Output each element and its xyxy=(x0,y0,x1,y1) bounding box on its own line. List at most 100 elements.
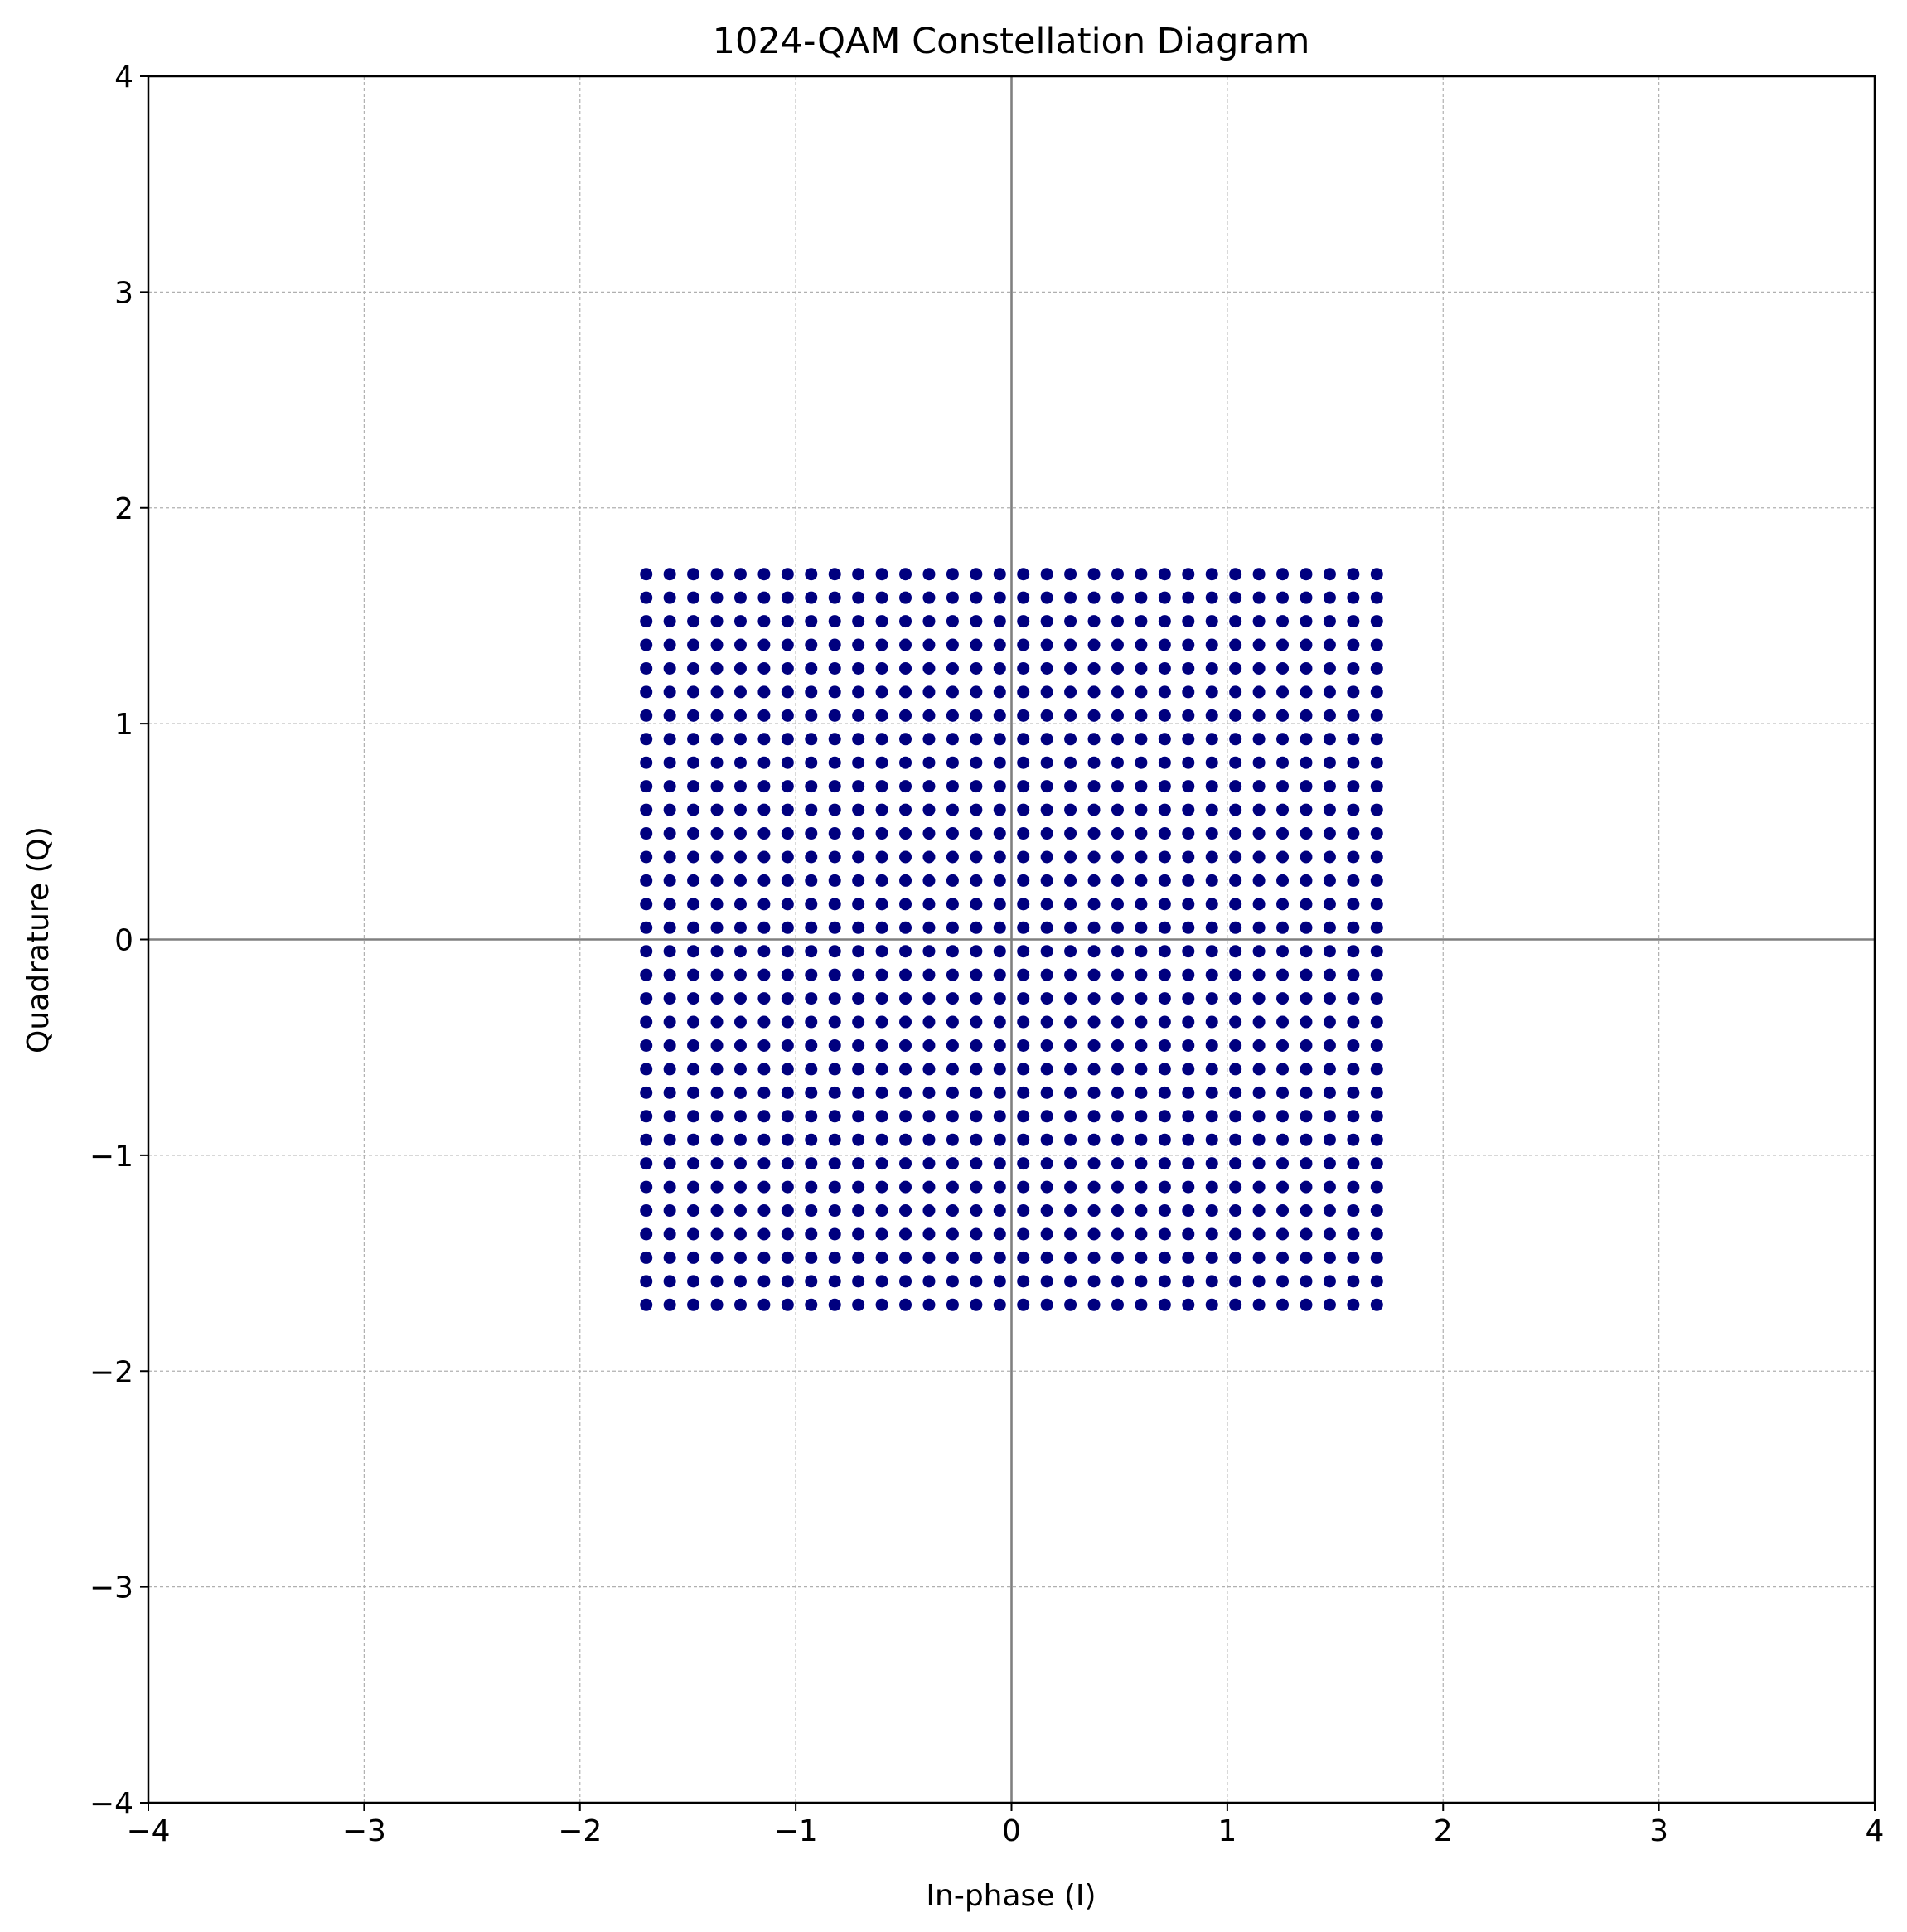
constellation-point xyxy=(1252,898,1266,911)
constellation-point xyxy=(687,921,700,934)
constellation-point xyxy=(970,921,983,934)
constellation-point xyxy=(828,1180,841,1194)
constellation-point xyxy=(1158,685,1171,699)
constellation-point xyxy=(946,591,959,604)
constellation-point xyxy=(687,733,700,746)
constellation-point xyxy=(805,874,818,887)
constellation-point xyxy=(1370,733,1383,746)
constellation-point xyxy=(1252,1180,1266,1194)
constellation-point xyxy=(993,1063,1006,1076)
constellation-point xyxy=(781,1086,794,1099)
constellation-point xyxy=(922,992,936,1005)
constellation-point xyxy=(663,1157,676,1170)
constellation-point xyxy=(640,615,653,628)
constellation-point xyxy=(1205,591,1218,604)
constellation-point xyxy=(1017,1298,1030,1311)
constellation-point xyxy=(733,568,747,581)
constellation-point xyxy=(1229,1086,1242,1099)
constellation-point xyxy=(1205,661,1218,675)
constellation-point xyxy=(1158,992,1171,1005)
constellation-point xyxy=(1135,921,1148,934)
constellation-point xyxy=(757,591,771,604)
constellation-point xyxy=(640,1180,653,1194)
constellation-point xyxy=(1205,898,1218,911)
constellation-point xyxy=(781,1039,794,1052)
constellation-point xyxy=(733,992,747,1005)
constellation-point xyxy=(1347,1298,1360,1311)
constellation-point xyxy=(663,780,676,793)
constellation-point xyxy=(1087,1298,1101,1311)
constellation-point xyxy=(1135,733,1148,746)
constellation-point xyxy=(1182,921,1195,934)
constellation-point xyxy=(1370,968,1383,981)
constellation-point xyxy=(805,591,818,604)
constellation-point xyxy=(805,1086,818,1099)
constellation-point xyxy=(1347,1133,1360,1146)
constellation-point xyxy=(899,1015,912,1029)
constellation-point xyxy=(899,1133,912,1146)
constellation-point xyxy=(1158,1133,1171,1146)
constellation-point xyxy=(899,733,912,746)
constellation-point xyxy=(1370,1157,1383,1170)
constellation-point xyxy=(1323,1275,1336,1288)
constellation-point xyxy=(733,1298,747,1311)
constellation-point xyxy=(1158,1039,1171,1052)
constellation-point xyxy=(1135,1157,1148,1170)
constellation-point xyxy=(993,1015,1006,1029)
constellation-point xyxy=(781,568,794,581)
constellation-point xyxy=(993,780,1006,793)
constellation-point xyxy=(687,1110,700,1123)
constellation-point xyxy=(828,945,841,958)
y-tick-label: 2 xyxy=(114,492,133,526)
constellation-point xyxy=(781,850,794,864)
constellation-point xyxy=(1135,1039,1148,1052)
constellation-point xyxy=(1323,945,1336,958)
constellation-point xyxy=(1017,638,1030,651)
constellation-point xyxy=(733,1015,747,1029)
constellation-point xyxy=(1087,615,1101,628)
constellation-point xyxy=(687,850,700,864)
constellation-point xyxy=(993,827,1006,840)
constellation-point xyxy=(1347,661,1360,675)
constellation-point xyxy=(1040,992,1053,1005)
constellation-point xyxy=(757,992,771,1005)
constellation-point xyxy=(1347,968,1360,981)
constellation-point xyxy=(1017,827,1030,840)
constellation-point xyxy=(1158,1180,1171,1194)
constellation-point xyxy=(733,709,747,722)
constellation-point xyxy=(1111,1227,1124,1241)
constellation-point xyxy=(1276,1227,1290,1241)
constellation-point xyxy=(1135,1251,1148,1264)
constellation-point xyxy=(1111,803,1124,816)
constellation-point xyxy=(1347,1157,1360,1170)
constellation-point xyxy=(875,1086,888,1099)
constellation-point xyxy=(875,568,888,581)
constellation-point xyxy=(946,1086,959,1099)
constellation-point xyxy=(1205,850,1218,864)
constellation-point xyxy=(1135,945,1148,958)
constellation-point xyxy=(663,1015,676,1029)
constellation-point xyxy=(1087,968,1101,981)
constellation-point xyxy=(828,661,841,675)
constellation-point xyxy=(1064,638,1077,651)
constellation-point xyxy=(1040,1298,1053,1311)
constellation-point xyxy=(1300,945,1313,958)
constellation-point xyxy=(1229,685,1242,699)
constellation-point xyxy=(733,661,747,675)
constellation-point xyxy=(1300,638,1313,651)
constellation-point xyxy=(1276,1204,1290,1218)
constellation-point xyxy=(899,945,912,958)
constellation-point xyxy=(710,661,724,675)
constellation-point xyxy=(710,827,724,840)
constellation-point xyxy=(1087,1157,1101,1170)
constellation-point xyxy=(875,992,888,1005)
constellation-point xyxy=(757,1157,771,1170)
constellation-point xyxy=(970,638,983,651)
constellation-point xyxy=(1300,661,1313,675)
constellation-point xyxy=(1276,1298,1290,1311)
constellation-point xyxy=(1040,874,1053,887)
constellation-point xyxy=(1252,756,1266,769)
constellation-point xyxy=(1017,780,1030,793)
constellation-point xyxy=(899,1204,912,1218)
constellation-point xyxy=(781,1204,794,1218)
